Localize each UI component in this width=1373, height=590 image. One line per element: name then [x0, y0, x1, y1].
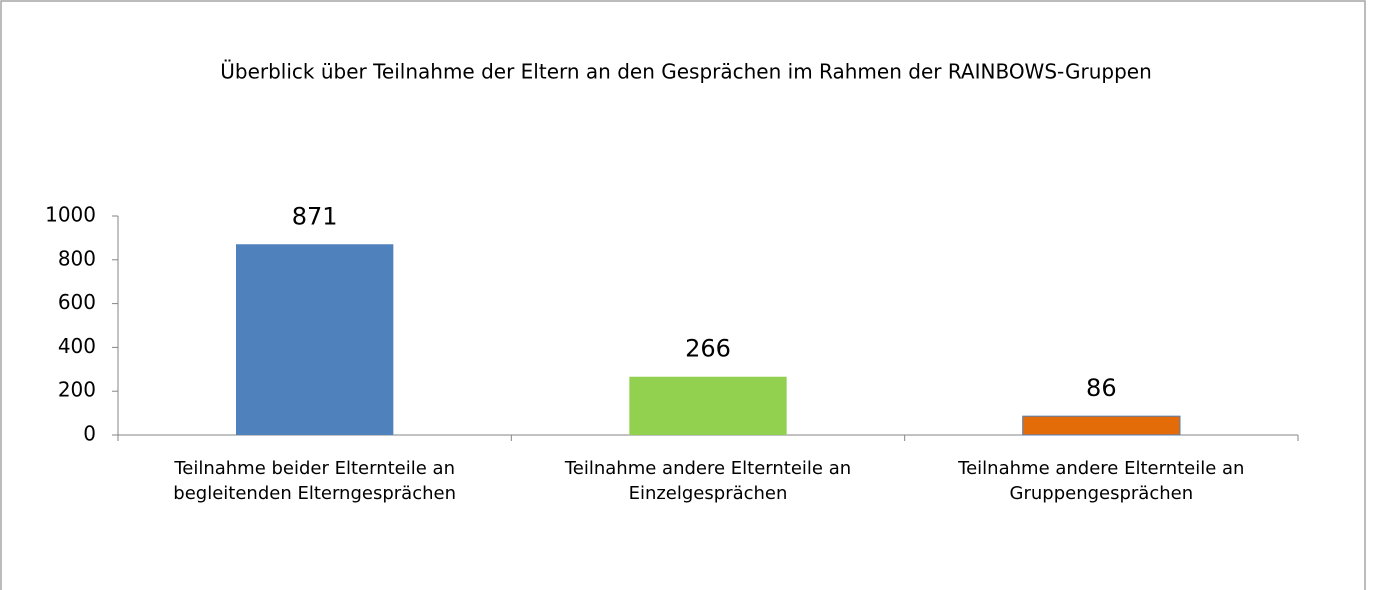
- x-tick-label: Teilnahme andere Elternteile an Gruppeng…: [958, 458, 1245, 504]
- bar: [236, 244, 394, 435]
- y-tick-label: 600: [58, 290, 96, 314]
- x-tick-label: Teilnahme andere Elternteile an Einzelge…: [564, 458, 852, 504]
- y-tick-label: 200: [58, 378, 96, 402]
- y-tick-label: 800: [58, 246, 96, 270]
- y-tick-label: 400: [58, 334, 96, 358]
- data-label: 871: [292, 202, 338, 230]
- y-tick-label: 1000: [45, 203, 96, 227]
- chart-title: Überblick über Teilnahme der Eltern an d…: [220, 60, 1152, 84]
- x-tick-label: Teilnahme beider Elternteile an begleite…: [173, 458, 456, 504]
- data-label: 266: [685, 335, 731, 363]
- bar: [1022, 415, 1181, 436]
- bar: [629, 376, 787, 435]
- y-tick-label: 0: [83, 422, 96, 446]
- data-label: 86: [1086, 374, 1117, 402]
